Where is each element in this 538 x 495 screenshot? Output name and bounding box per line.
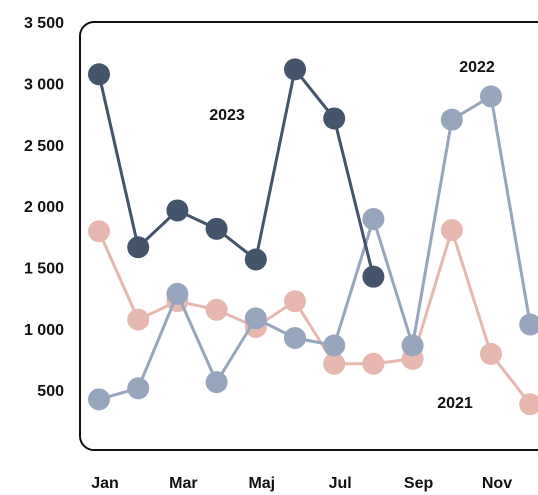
marker xyxy=(88,388,110,411)
marker xyxy=(519,393,538,416)
x-tick-label: Sep xyxy=(404,475,434,492)
x-tick-label: Mar xyxy=(169,475,197,492)
marker xyxy=(284,58,306,81)
series-label: 2023 xyxy=(209,107,245,124)
marker xyxy=(284,327,306,350)
marker xyxy=(323,334,346,357)
marker xyxy=(127,308,150,331)
marker xyxy=(323,107,346,130)
series-label: 2021 xyxy=(437,395,473,412)
series-line xyxy=(98,93,532,401)
marker xyxy=(519,313,538,336)
marker xyxy=(205,217,228,240)
marker xyxy=(284,290,306,313)
series-label: 2022 xyxy=(459,59,495,76)
y-tick-label: 1 000 xyxy=(24,322,64,339)
marker xyxy=(480,85,502,108)
y-tick-label: 3 500 xyxy=(24,15,64,32)
marker xyxy=(166,199,189,222)
x-tick-label: Nov xyxy=(482,475,512,492)
marker xyxy=(440,108,463,131)
y-tick-label: 500 xyxy=(37,383,64,400)
marker xyxy=(362,352,385,375)
marker xyxy=(127,377,150,400)
marker xyxy=(88,63,110,86)
y-tick-label: 2 500 xyxy=(24,138,64,155)
marker xyxy=(323,352,346,375)
marker xyxy=(166,282,189,305)
marker xyxy=(244,248,267,271)
marker xyxy=(362,208,385,231)
marker xyxy=(362,265,385,288)
y-tick-label: 2 000 xyxy=(24,199,64,216)
x-tick-label: Jul xyxy=(329,475,352,492)
marker xyxy=(401,334,424,357)
marker xyxy=(480,342,502,365)
y-tick-label: 3 000 xyxy=(24,77,64,94)
marker xyxy=(205,371,228,394)
series-line xyxy=(97,225,532,406)
marker xyxy=(205,298,228,321)
x-tick-label: Maj xyxy=(248,475,275,492)
marker xyxy=(88,220,110,243)
x-tick-label: Jan xyxy=(91,475,119,492)
marker xyxy=(440,219,463,242)
plot-frame xyxy=(79,21,538,451)
marker xyxy=(244,307,267,330)
y-tick-label: 1 500 xyxy=(24,261,64,278)
marker xyxy=(127,236,150,259)
